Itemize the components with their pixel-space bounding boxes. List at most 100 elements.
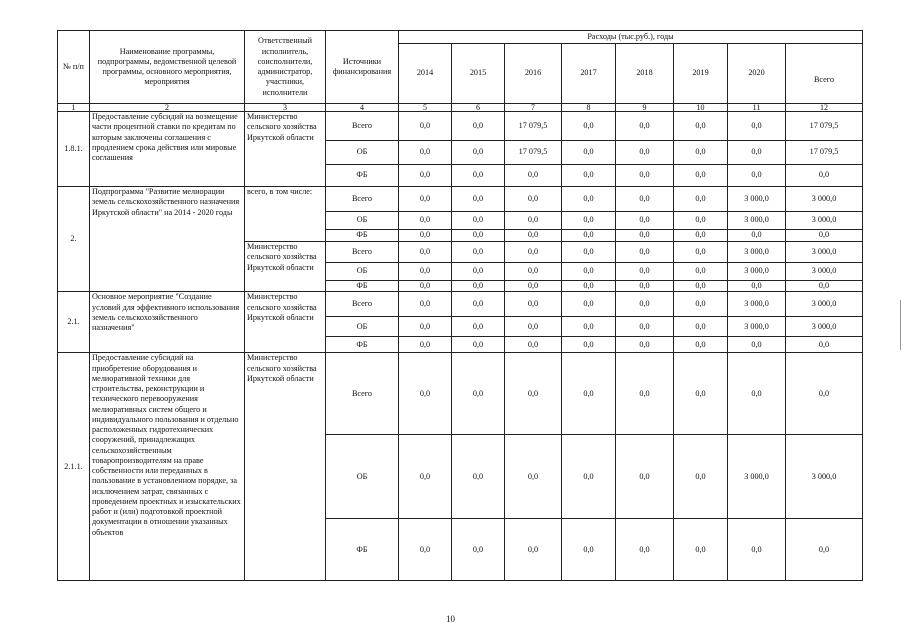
year-value: 0,0 (398, 241, 452, 263)
column-number: 7 (504, 103, 562, 112)
year-value: 0,0 (504, 518, 562, 582)
year-value: 0,0 (615, 352, 674, 436)
table-row: ОБ 0,0 0,0 0,0 0,0 0,0 0,0 3 000,0 3 000,0 (58, 316, 863, 338)
year-value: 3 000,0 (727, 316, 786, 338)
year-value: 0,0 (727, 518, 786, 582)
header-responsible: Ответственный исполнитель, соисполнители… (244, 30, 326, 104)
year-value: 0,0 (615, 241, 674, 263)
responsible-executor: Министерство сельского хозяйства Иркутск… (244, 240, 326, 293)
row-number: 1.8.1. (57, 111, 90, 187)
year-value: 0,0 (673, 291, 728, 318)
funding-source: ФБ (325, 229, 399, 242)
responsible-executor: Министерство сельского хозяйства Иркутск… (244, 352, 326, 582)
year-value: 0,0 (504, 279, 562, 293)
column-number: 6 (451, 103, 505, 112)
header-year: 2016 (504, 43, 562, 104)
year-value: 0,0 (451, 164, 505, 187)
year-value: 0,0 (451, 111, 505, 141)
funding-source: ОБ (325, 140, 399, 165)
program-name: Основное мероприятие "Создание условий д… (89, 291, 245, 354)
year-value: 0,0 (615, 262, 674, 281)
year-value: 0,0 (451, 291, 505, 318)
year-value: 0,0 (398, 316, 452, 338)
year-value: 0,0 (451, 352, 505, 436)
year-value: 0,0 (673, 336, 728, 354)
year-value: 0,0 (451, 140, 505, 165)
total-value: 0,0 (785, 164, 863, 187)
total-value: 3 000,0 (785, 262, 863, 281)
funding-source: Всего (325, 241, 399, 263)
year-value: 0,0 (398, 352, 452, 436)
year-value: 0,0 (504, 434, 562, 520)
expenses-table: № п/п Наименование программы, подпрограм… (57, 30, 863, 582)
year-value: 0,0 (727, 279, 786, 293)
header-year: 2015 (451, 43, 505, 104)
year-value: 0,0 (615, 279, 674, 293)
total-value: 3 000,0 (785, 291, 863, 318)
table-row: ФБ 0,0 0,0 0,0 0,0 0,0 0,0 0,0 0,0 (58, 164, 863, 187)
header-num: № п/п (57, 30, 90, 104)
year-value: 3 000,0 (727, 262, 786, 281)
year-value: 0,0 (504, 336, 562, 354)
year-value: 0,0 (615, 316, 674, 338)
year-value: 0,0 (504, 229, 562, 242)
page-number: 10 (446, 614, 455, 624)
year-value: 0,0 (727, 140, 786, 165)
year-value: 0,0 (673, 241, 728, 263)
year-value: 0,0 (451, 186, 505, 212)
program-name: Предоставление субсидий на приобретение … (89, 352, 245, 582)
year-value: 0,0 (673, 352, 728, 436)
header-year: 2019 (673, 43, 728, 104)
year-value: 0,0 (615, 111, 674, 141)
header-name: Наименование программы, подпрограммы, ве… (89, 30, 245, 104)
row-number: 2.1.1. (57, 352, 90, 582)
year-value: 0,0 (451, 316, 505, 338)
funding-source: ФБ (325, 518, 399, 582)
total-value: 3 000,0 (785, 211, 863, 230)
program-name: Предоставление субсидий на возмещение ча… (89, 111, 245, 187)
year-value: 0,0 (673, 164, 728, 187)
total-value: 3 000,0 (785, 186, 863, 212)
year-value: 0,0 (673, 211, 728, 230)
year-value: 0,0 (398, 111, 452, 141)
total-value: 0,0 (785, 352, 863, 436)
funding-source: Всего (325, 352, 399, 436)
year-value: 0,0 (451, 241, 505, 263)
year-value: 0,0 (504, 211, 562, 230)
responsible-executor: Министерство сельского хозяйства Иркутск… (244, 291, 326, 354)
year-value: 0,0 (561, 140, 616, 165)
year-value: 0,0 (615, 164, 674, 187)
year-value: 17 079,5 (504, 140, 562, 165)
year-value: 0,0 (561, 291, 616, 318)
program-name: Подпрограмма "Развитие мелиорации земель… (89, 185, 245, 293)
year-value: 0,0 (504, 164, 562, 187)
year-value: 0,0 (727, 229, 786, 242)
year-value: 0,0 (504, 352, 562, 436)
year-value: 0,0 (673, 140, 728, 165)
table-row: 2.1.1. Предоставление субсидий на приобре… (57, 352, 863, 582)
total-value: 0,0 (785, 518, 863, 582)
year-value: 0,0 (615, 186, 674, 212)
year-value: 0,0 (398, 262, 452, 281)
year-value: 0,0 (615, 336, 674, 354)
funding-source: ФБ (325, 336, 399, 354)
year-value: 0,0 (451, 229, 505, 242)
column-number: 9 (615, 103, 674, 112)
year-value: 0,0 (561, 316, 616, 338)
responsible-executor: Министерство сельского хозяйства Иркутск… (244, 111, 326, 187)
year-value: 0,0 (561, 336, 616, 354)
column-number: 1 (57, 103, 90, 112)
funding-source: Всего (325, 111, 399, 141)
year-value: 0,0 (673, 111, 728, 141)
total-value: 0,0 (785, 279, 863, 293)
funding-source: ОБ (325, 211, 399, 230)
year-value: 0,0 (561, 279, 616, 293)
year-value: 0,0 (504, 262, 562, 281)
table-row: 2.1. Основное мероприятие "Создание услов… (57, 291, 863, 354)
header-year: 2020 (727, 43, 786, 104)
table-row: ОБ 0,0 0,0 0,0 0,0 0,0 0,0 3 000,0 3 000,0 (58, 262, 863, 281)
year-value: 0,0 (451, 279, 505, 293)
header-sources: Источники финансирования (325, 30, 399, 104)
column-number: 5 (398, 103, 452, 112)
year-value: 0,0 (673, 186, 728, 212)
